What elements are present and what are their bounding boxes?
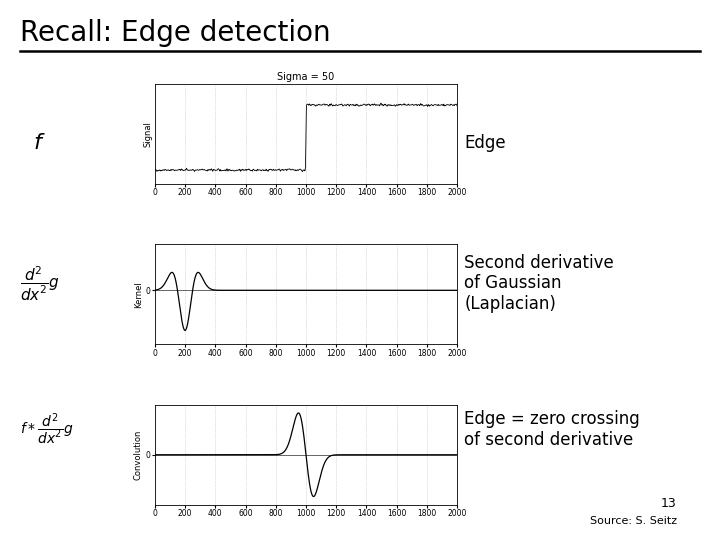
Text: 13: 13 <box>661 497 677 510</box>
Title: Sigma = 50: Sigma = 50 <box>277 71 335 82</box>
Text: Source: S. Seitz: Source: S. Seitz <box>590 516 677 526</box>
Text: Edge = zero crossing
of second derivative: Edge = zero crossing of second derivativ… <box>464 410 640 449</box>
Text: Recall: Edge detection: Recall: Edge detection <box>20 19 330 47</box>
Text: Edge: Edge <box>464 134 506 152</box>
Y-axis label: Convolution: Convolution <box>134 429 143 480</box>
Text: $f$: $f$ <box>33 133 46 153</box>
Text: $\dfrac{d^2}{dx^2}g$: $\dfrac{d^2}{dx^2}g$ <box>19 265 60 302</box>
Text: $f*\dfrac{d^2}{dx^2}g$: $f*\dfrac{d^2}{dx^2}g$ <box>20 411 73 447</box>
Y-axis label: Signal: Signal <box>143 121 152 147</box>
Y-axis label: Kernel: Kernel <box>134 281 143 308</box>
Text: Second derivative
of Gaussian
(Laplacian): Second derivative of Gaussian (Laplacian… <box>464 254 614 313</box>
